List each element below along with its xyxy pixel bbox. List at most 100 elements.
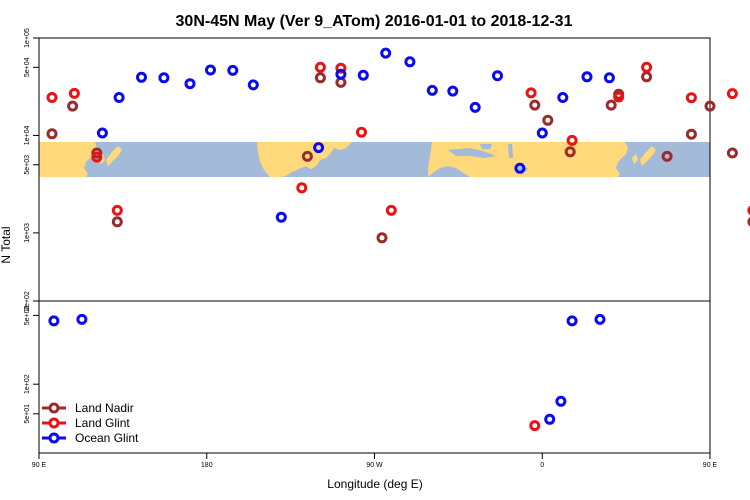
land-glint-point-6	[335, 62, 347, 74]
chart-title: 30N-45N May (Ver 9_ATom) 2016-01-01 to 2…	[176, 13, 573, 30]
map-band-seas	[296, 144, 528, 177]
land-glint-point-16	[529, 420, 541, 432]
ocean-glint-point-26	[555, 395, 567, 407]
ocean-glint-point-25	[544, 413, 556, 425]
land-nadir-point-15	[685, 128, 697, 140]
land-glint-point-1	[68, 87, 80, 99]
map-band	[39, 142, 710, 177]
sea-black	[480, 144, 492, 149]
x-axis-label: Longitude (deg E)	[327, 477, 422, 491]
ocean-glint-point-5	[205, 64, 216, 76]
land-nadir-point-4	[301, 150, 313, 162]
land-nadir-point-10	[564, 146, 576, 158]
ocean-glint-point-27	[566, 315, 578, 327]
lower-y-tick-label-1: 1e+02	[24, 374, 31, 394]
ocean-glint-point-0	[96, 127, 108, 139]
x-tick-label-4: 90 E	[703, 462, 718, 469]
land-glint-point-15	[747, 205, 750, 216]
upper-y-tick-label-2: 5e+03	[24, 155, 31, 175]
ocean-glint-point-16	[469, 101, 481, 113]
land-nadir-point-7	[376, 232, 388, 244]
land-glint-point-11	[613, 91, 625, 103]
land-glint-point-14	[726, 88, 738, 100]
legend-label-land-glint: Land Glint	[75, 416, 130, 430]
sea-mediterranean	[448, 148, 496, 158]
land-nadir-point-8	[529, 99, 541, 111]
ocean-glint-point-6	[227, 64, 239, 76]
land-nadir-point-17	[726, 147, 738, 159]
ocean-glint-point-1	[113, 92, 125, 103]
land-glint-point-10	[566, 134, 578, 146]
y-axis-label: N Total	[0, 226, 13, 263]
upper-y-tick-label-1: 1e+03	[24, 223, 31, 243]
sea-caspian	[508, 144, 513, 158]
land-glint-point-4	[296, 182, 308, 194]
land-asia-left	[39, 142, 97, 177]
land-glint-point-3	[111, 204, 123, 216]
ocean-glint-point-22	[603, 72, 615, 84]
lower-y-tick-label-0: 5e+01	[24, 404, 31, 424]
sea-gulf-mexico	[296, 166, 312, 177]
legend-marker-land-nadir	[48, 402, 60, 414]
ocean-glint-point-24	[76, 313, 88, 325]
lower-panel-frame	[38, 300, 711, 454]
land-nadir-point-1	[67, 100, 79, 112]
ocean-glint-point-12	[380, 47, 392, 59]
axis-ticks: 90 E 180 90 W 0 90 E 2e+02 1e+03 5e+03 1e+04 5e+0…	[24, 28, 718, 469]
ocean-glint-point-7	[247, 79, 259, 91]
legend-label-ocean-glint: Ocean Glint	[75, 431, 139, 445]
data-points	[46, 47, 750, 432]
ocean-glint-point-23	[48, 315, 60, 327]
upper-y-tick-label-4: 5e+04	[24, 57, 31, 77]
ocean-glint-point-10	[335, 68, 347, 80]
land-glint-point-13	[685, 92, 697, 104]
land-nadir-point-2	[91, 147, 103, 159]
land-glint-point-7	[356, 126, 367, 138]
legend-marker-ocean-glint	[48, 432, 60, 444]
land-korea-right	[632, 154, 638, 164]
land-nadir-point-11	[605, 99, 617, 111]
x-tick-label-3: 0	[540, 462, 544, 469]
ocean-glint-point-13	[404, 56, 416, 68]
land-glint-point-5	[314, 61, 326, 73]
lower-y-tick-label-2: 5e+02	[24, 305, 31, 325]
land-nadir-point-13	[641, 71, 653, 83]
ocean-glint-point-17	[492, 70, 503, 82]
land-nadir-point-0	[46, 128, 58, 140]
ocean-glint-point-3	[158, 72, 170, 84]
land-glint-point-9	[525, 87, 537, 99]
ocean-glint-point-15	[447, 85, 459, 97]
x-tick-label-1: 180	[201, 462, 213, 469]
ocean-glint-point-21	[581, 71, 593, 83]
land-japan-right	[640, 146, 656, 166]
land-nadir-point-16	[704, 100, 716, 112]
x-tick-label-0: 90 E	[32, 462, 47, 469]
upper-y-tick-label-5: 1e+05	[24, 28, 31, 48]
land-glint-point-2	[91, 151, 103, 163]
ocean-glint-point-18	[514, 162, 526, 174]
ocean-glint-point-28	[594, 313, 606, 325]
upper-y-tick-label-0: 2e+02	[24, 291, 31, 311]
land-nadir-point-5	[314, 72, 326, 84]
legend-label-land-nadir: Land Nadir	[75, 401, 134, 415]
land-nadir-point-18	[747, 217, 750, 227]
ocean-glint-point-8	[275, 211, 287, 223]
ocean-glint-point-2	[136, 71, 147, 83]
ocean-glint-point-9	[313, 142, 325, 154]
land-nadir-point-14	[661, 150, 673, 162]
land-japan-left	[106, 146, 122, 166]
land-glint-point-8	[385, 204, 397, 216]
ocean-glint-point-19	[536, 127, 548, 139]
ocean-glint-point-14	[426, 84, 438, 96]
legend-marker-land-glint	[48, 417, 60, 429]
upper-y-tick-label-3: 1e+04	[24, 126, 31, 146]
land-nadir-point-9	[542, 114, 554, 126]
ocean-glint-point-11	[357, 69, 369, 81]
land-glint-point-0	[46, 92, 58, 103]
ocean-glint-point-4	[184, 78, 196, 90]
ocean-glint-point-20	[557, 92, 569, 103]
land-nadir-point-3	[111, 216, 123, 228]
land-glint-point-12	[641, 61, 653, 73]
